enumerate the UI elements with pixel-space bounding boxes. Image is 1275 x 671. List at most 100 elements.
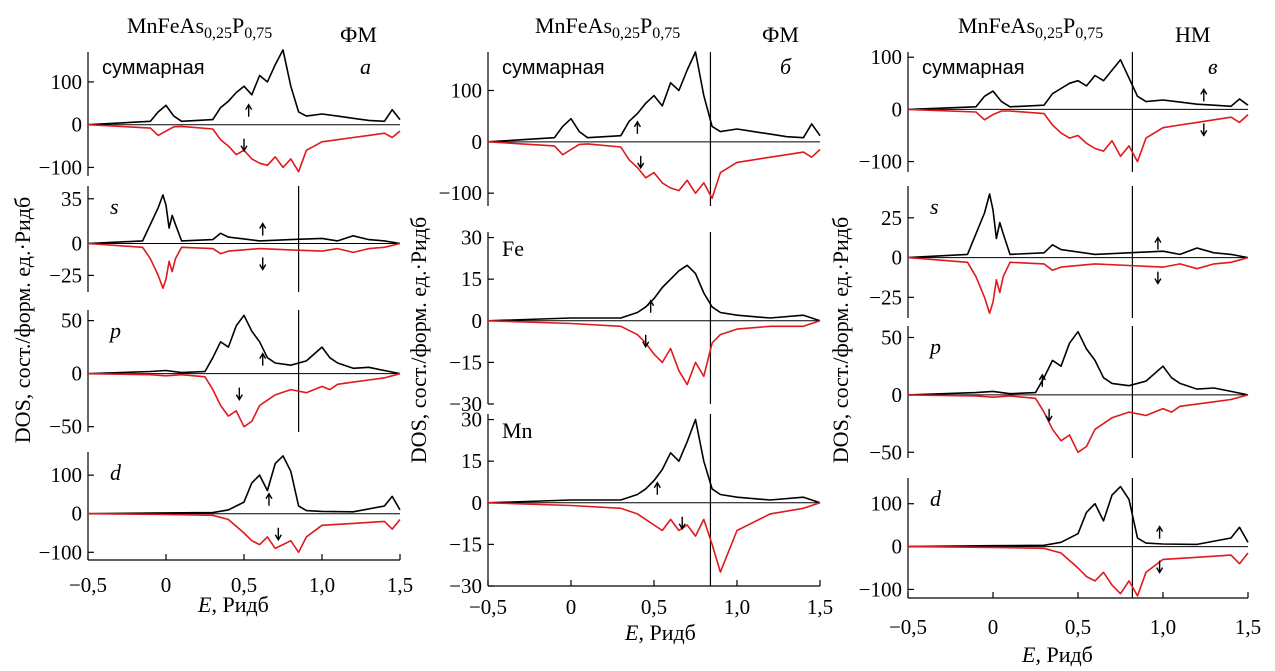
spin-up-series [487,418,821,504]
spin-up-arrow [647,299,655,313]
panel-c-s: 25 0 −25 s [869,186,1249,318]
spin-down-arrow [240,138,248,153]
x-tick-label: −0,5 [69,573,107,597]
spin-up-series [487,51,821,143]
y-tick-label: 0 [72,362,83,386]
x-tick-label: −0,5 [469,595,507,619]
spin-down-series [907,108,1249,163]
spin-down-series [907,394,1249,454]
panel-label: Fe [502,236,524,261]
spin-down-series [487,502,821,573]
spin-up-arrow [245,103,253,117]
spin-up-arrow [265,492,273,506]
y-tick-label: −25 [49,263,82,287]
y-tick-label: 100 [51,463,83,487]
panel-label: Mn [502,418,533,443]
x-tick-label: −0,5 [889,615,927,639]
spin-up-arrow [259,222,267,236]
y-tick-label: 25 [881,206,902,230]
spin-up-arrow [1155,525,1164,539]
panel-a-s: 35 0 −25 s [49,186,401,292]
x-tick-label: 0,5 [641,595,667,619]
y-tick-label: 100 [871,45,903,69]
panel-label: s [930,194,939,219]
spin-down-arrow [1200,123,1208,137]
spin-down-arrow [1045,408,1053,423]
column-b-ylabel: DOS, сост./форм. ед.·Ридб [406,217,431,463]
spin-down-arrow [678,516,686,531]
y-tick-label: −100 [39,155,82,179]
spin-down-arrow [1155,560,1164,574]
y-tick-label: 50 [61,309,82,333]
spin-up-arrow [1038,373,1046,387]
y-tick-label: −100 [439,181,482,205]
spin-down-series [907,545,1249,597]
y-tick-label: −15 [449,532,482,556]
y-tick-label: 15 [461,449,482,473]
spin-up-series [87,49,401,126]
panel-label: суммарная [502,57,605,79]
panel-a-d: 100 0 −100 d −0,5 0 0,5 1,0 1,5 [39,452,413,597]
y-tick-label: 0 [892,383,903,407]
spin-up-series [907,485,1249,548]
column-c-state: НМ [1175,22,1210,47]
x-tick-label: 1,5 [387,573,413,597]
y-tick-label: 0 [472,309,483,333]
y-tick-label: 30 [461,408,482,432]
y-tick-label: 30 [461,226,482,250]
spin-up-arrow [1154,236,1162,250]
x-tick-label: 0 [161,573,172,597]
spin-down-series [87,512,401,554]
y-tick-label: −50 [869,440,902,464]
spin-down-series [87,372,401,428]
column-b-state: ФМ [762,22,799,47]
panel-a-p: 50 0 −50 p [49,309,401,439]
spin-down-series [487,141,821,200]
panel-c-total: 100 0 −100 суммарная в [859,45,1249,174]
panel-b-Fe: 30 15 0 −15 −30 Fe [449,226,821,416]
spin-down-arrow [642,334,650,349]
column-a-title: MnFeAs0,25P0,75 [127,13,272,42]
panel-label: суммарная [102,57,205,79]
column-b-xlabel: E, Ридб [624,620,696,645]
panel-label: s [110,194,119,219]
column-c-xlabel: E, Ридб [1021,642,1093,667]
y-tick-label: 15 [461,267,482,291]
spin-up-arrow [259,352,267,366]
spin-down-arrow [274,527,282,542]
y-tick-label: −25 [869,285,902,309]
y-tick-label: −15 [449,350,482,374]
spin-up-series [907,330,1249,396]
y-tick-label: 0 [892,246,903,270]
panel-label: p [108,318,121,343]
spin-up-series [907,59,1249,111]
spin-up-series [87,314,401,375]
x-tick-label: 0,5 [1065,615,1091,639]
column-b-title: MnFeAs0,25P0,75 [535,13,680,42]
x-tick-label: 1,5 [807,595,833,619]
y-tick-label: 35 [61,187,82,211]
y-tick-label: 50 [881,325,902,349]
y-tick-label: 100 [871,492,903,516]
y-tick-label: 0 [472,491,483,515]
y-tick-label: 100 [51,70,83,94]
spin-down-series [87,242,401,289]
panel-letter: в [1208,54,1218,79]
spin-down-arrow [235,387,243,402]
x-tick-label: 1,5 [1235,615,1261,639]
x-tick-label: 1,0 [1150,615,1176,639]
spin-up-series [87,455,401,515]
panel-label: d [930,486,942,511]
panel-label: суммарная [922,57,1025,79]
column-c-ylabel: DOS, сост./форм. ед.·Ридб [828,217,853,463]
column-a-xlabel: E, Ридб [197,592,269,617]
spin-down-series [87,123,401,173]
panel-letter: а [360,54,371,79]
y-tick-label: −100 [859,577,902,601]
spin-up-series [87,194,401,245]
spin-up-arrow [1200,88,1208,102]
y-tick-label: −50 [49,415,82,439]
x-tick-label: 0 [988,615,999,639]
y-tick-label: 0 [892,535,903,559]
y-tick-label: −100 [859,150,902,174]
